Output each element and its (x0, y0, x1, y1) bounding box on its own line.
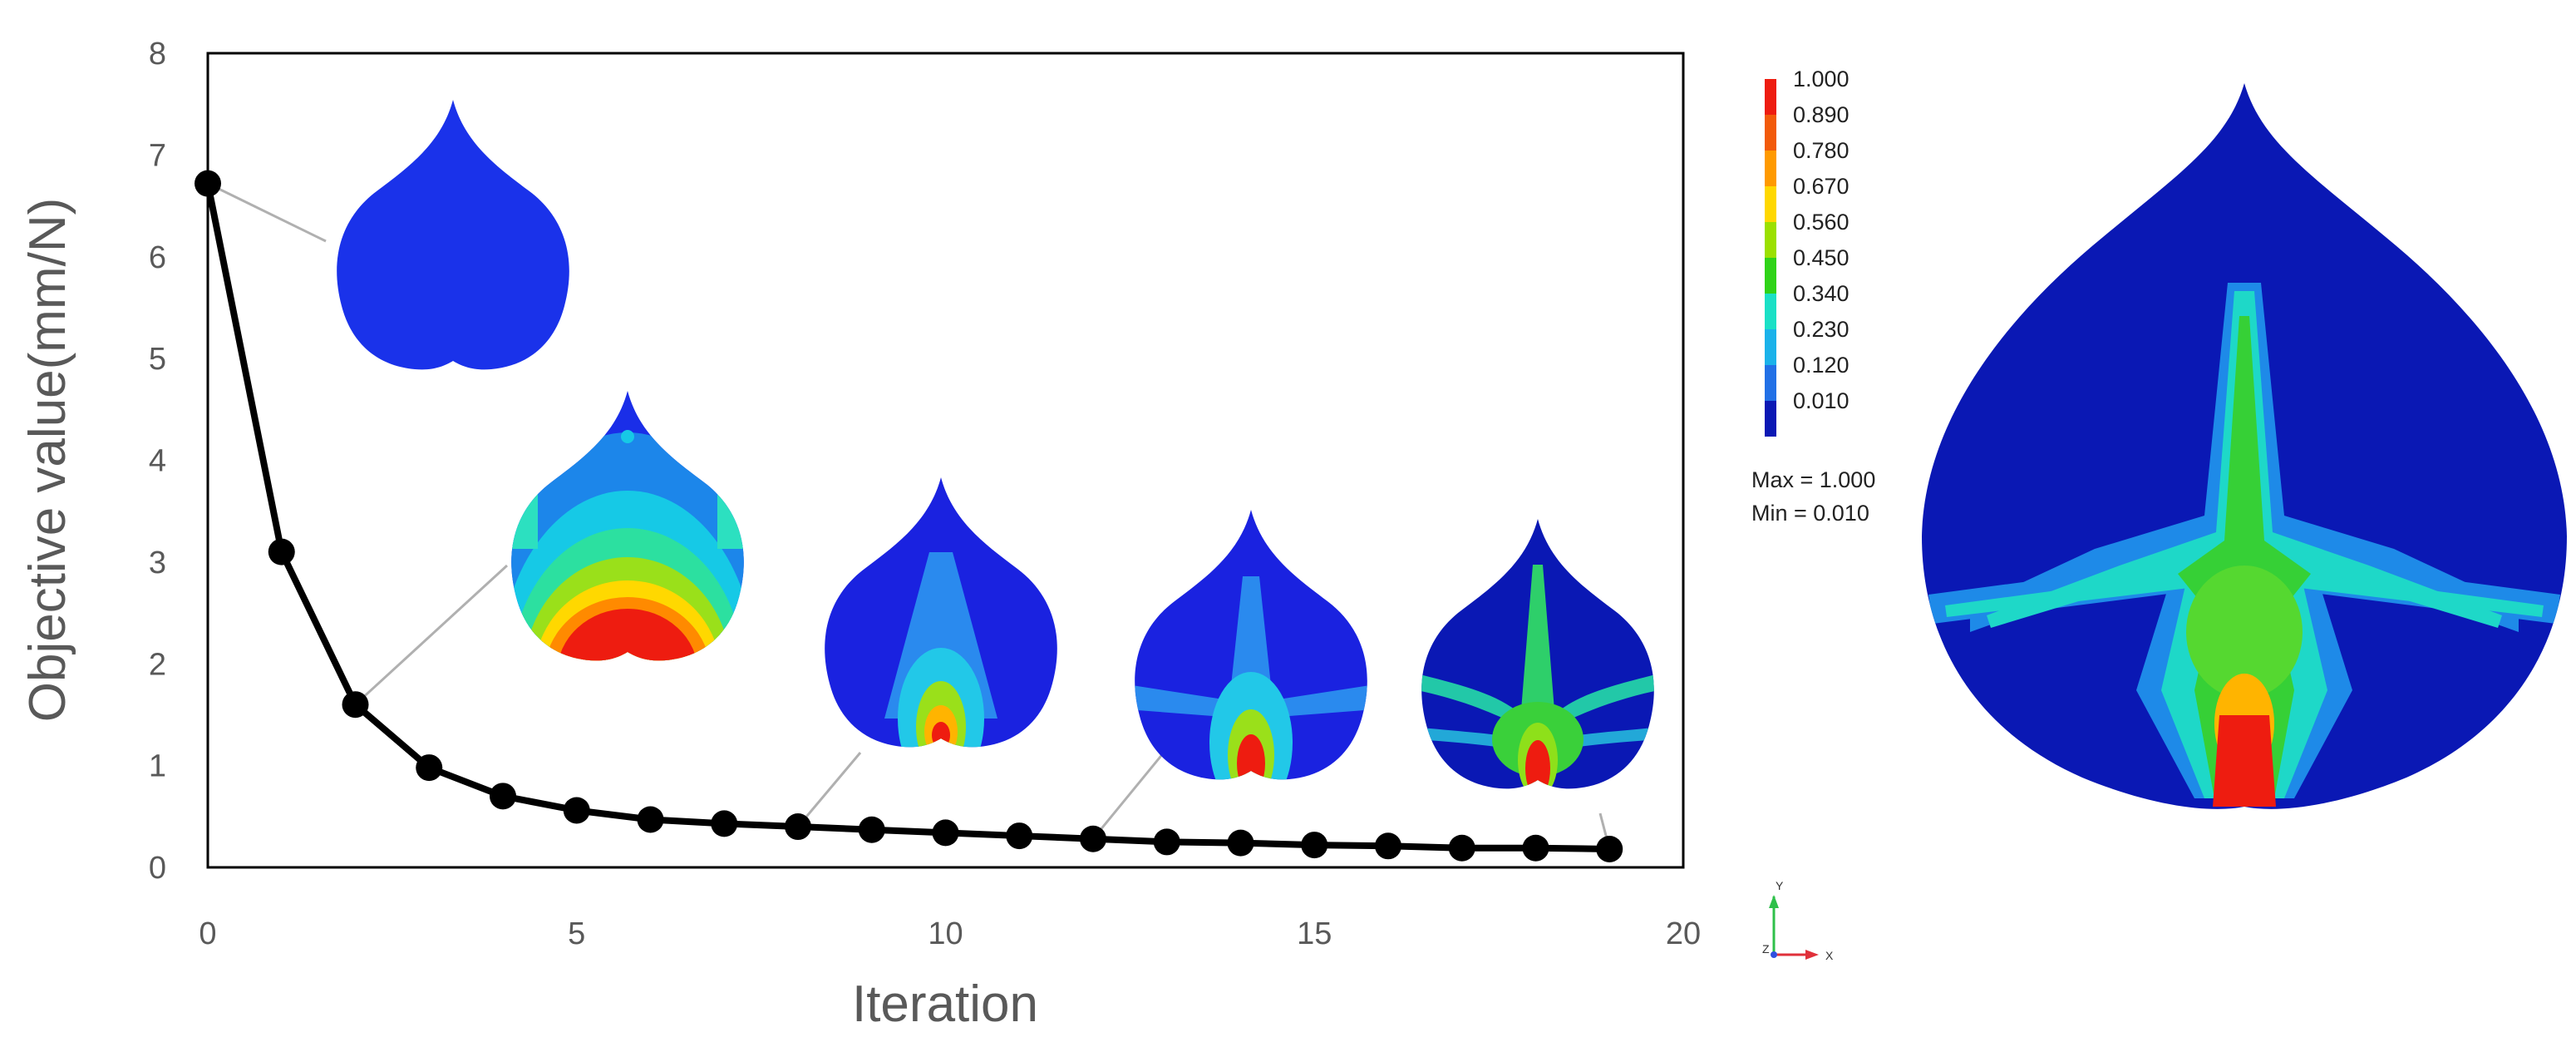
x-tick-label: 0 (199, 916, 216, 951)
data-point (1375, 832, 1401, 860)
data-point (1301, 832, 1328, 859)
data-point (1596, 835, 1623, 862)
legend-swatch (1765, 151, 1776, 186)
y-tick-label: 2 (149, 647, 166, 682)
data-point (785, 813, 811, 841)
data-point (268, 538, 295, 565)
legend-swatch (1765, 186, 1776, 222)
x-tick-label: 10 (928, 916, 963, 951)
x-axis-title: Iteration (852, 975, 1038, 1033)
legend-swatch (1765, 258, 1776, 294)
y-tick-label: 8 (149, 37, 166, 72)
y-tick-label: 7 (149, 138, 166, 173)
data-point (711, 810, 738, 837)
legend-value: 0.560 (1793, 210, 1849, 235)
data-point (1227, 829, 1254, 857)
legend-value: 0.010 (1793, 388, 1849, 413)
data-point (1006, 822, 1033, 850)
legend-value: 0.340 (1793, 281, 1849, 306)
y-tick-label: 6 (149, 240, 166, 275)
y-tick-label: 3 (149, 546, 166, 580)
line-chart: 0 5 10 15 20 0 1 2 3 4 5 6 7 8 Iteration Objective v… (19, 37, 1701, 1033)
data-point (932, 819, 959, 847)
legend-swatch (1765, 365, 1776, 401)
triad-x-arrow (1805, 950, 1819, 960)
y-tick-label: 1 (149, 749, 166, 784)
y-axis-title: Objective value(mm/N) (19, 198, 76, 722)
legend-swatch (1765, 401, 1776, 437)
leader-line-iteration-12 (1091, 752, 1165, 840)
data-point (563, 797, 590, 824)
x-tick-label: 5 (568, 916, 585, 951)
legend-swatch (1765, 294, 1776, 329)
legend-value: 0.890 (1793, 102, 1849, 127)
y-tick-label: 0 (149, 851, 166, 886)
legend-swatch (1765, 222, 1776, 258)
legend-value: 0.780 (1793, 138, 1849, 163)
y-axis: 0 1 2 3 4 5 6 7 8 (149, 37, 166, 886)
data-point (416, 754, 443, 782)
triad-y-arrow (1769, 895, 1779, 908)
legend-swatch (1765, 79, 1776, 115)
data-point (490, 783, 516, 810)
legend-value: 1.000 (1793, 67, 1849, 91)
triad-z-label: Z (1762, 942, 1770, 956)
triad-y-label: Y (1776, 879, 1784, 892)
legend-swatch (1765, 329, 1776, 365)
data-point (1448, 834, 1475, 862)
legend-max-text: Max = 1.000 (1751, 467, 1875, 492)
x-axis: 0 5 10 15 20 (199, 916, 1701, 951)
y-tick-label: 4 (149, 444, 166, 479)
leader-line-iteration-8 (796, 752, 862, 828)
data-point (1080, 825, 1106, 852)
legend-value: 0.120 (1793, 353, 1849, 378)
data-point (1522, 834, 1549, 862)
data-point (858, 816, 885, 843)
legend-value: 0.670 (1793, 174, 1849, 199)
data-point (1153, 828, 1180, 856)
x-tick-label: 15 (1297, 916, 1332, 951)
coordinate-triad: Y Z X (1762, 879, 1834, 962)
triad-x-label: X (1825, 949, 1834, 962)
final-density-map (1922, 83, 2567, 809)
x-tick-label: 20 (1666, 916, 1701, 951)
leader-line-iteration-0 (207, 182, 327, 243)
color-legend: Max = 1.000 Min = 0.010 1.000 0.890 0.780 0… (1751, 67, 1875, 526)
legend-value: 0.230 (1793, 317, 1849, 342)
legend-swatch (1765, 115, 1776, 151)
data-point (342, 691, 369, 719)
leader-line-iteration-2 (354, 564, 509, 706)
triad-origin (1771, 951, 1777, 958)
data-point (195, 170, 221, 197)
legend-value: 0.450 (1793, 245, 1849, 270)
y-tick-label: 5 (149, 342, 166, 377)
data-point (637, 806, 664, 833)
legend-min-text: Min = 0.010 (1751, 501, 1869, 526)
